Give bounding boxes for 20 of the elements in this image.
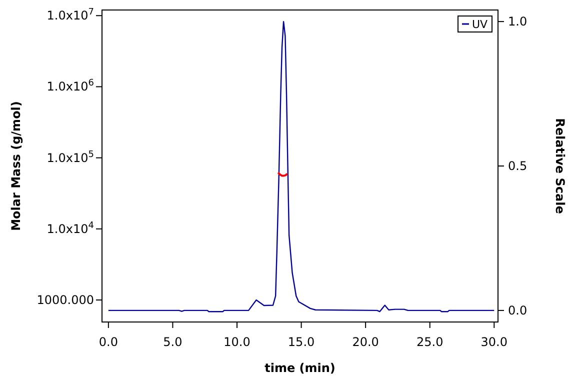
y-tick-label: 1.0x10$^{4}$ bbox=[46, 220, 94, 236]
y2-tick-label: 0.5 bbox=[508, 159, 528, 173]
line-series bbox=[108, 20, 495, 312]
y2-axis-title: Relative Scale bbox=[553, 118, 567, 214]
y-tick-label: 1.0x10$^{7}$ bbox=[46, 8, 94, 23]
x-tick-label: 10.0 bbox=[224, 335, 250, 349]
y-tick-label: 1.0x10$^{5}$ bbox=[46, 150, 94, 165]
y-axis-title: Molar Mass (g/mol) bbox=[9, 101, 23, 231]
x-tick-label: 5.0 bbox=[163, 335, 182, 349]
legend-label: UV bbox=[472, 18, 488, 31]
x-axis-title: time (min) bbox=[264, 361, 336, 375]
x-tick-label: 20.0 bbox=[352, 335, 379, 349]
x-tick-label: 0.0 bbox=[98, 335, 118, 349]
x-tick-label: 30.0 bbox=[480, 335, 508, 349]
y2-tick-label: 0.0 bbox=[508, 303, 528, 318]
y2-tick-label: 1.0 bbox=[508, 14, 528, 29]
y-tick-label: 1000.000 bbox=[36, 292, 94, 307]
x-tick-label: 15.0 bbox=[288, 335, 315, 349]
x-tick-label: 25.0 bbox=[416, 335, 444, 349]
y-tick-label: 1.0x10$^{6}$ bbox=[46, 78, 94, 94]
